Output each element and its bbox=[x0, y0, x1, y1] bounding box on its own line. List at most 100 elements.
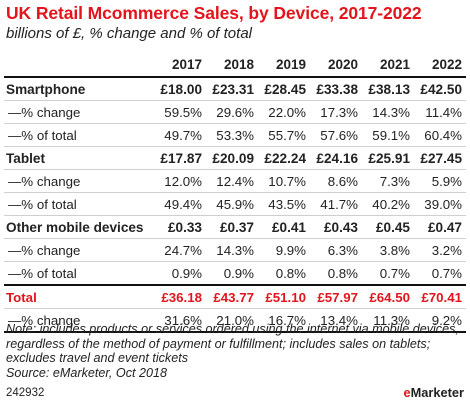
table-cell: £0.37 bbox=[206, 215, 258, 239]
table-cell: £33.38 bbox=[310, 77, 362, 101]
table-cell: £28.45 bbox=[258, 77, 310, 101]
row-label: —% change bbox=[4, 308, 154, 333]
table-cell: 12.4% bbox=[206, 169, 258, 193]
table-row: —% of total 49.4% 45.9% 43.5% 41.7% 40.2% 39.0… bbox=[4, 192, 466, 216]
column-header-2017: 2017 bbox=[154, 53, 206, 78]
table-cell: £20.09 bbox=[206, 146, 258, 170]
table-cell: 57.6% bbox=[310, 123, 362, 147]
table-cell: 49.4% bbox=[154, 192, 206, 216]
table-body: Smartphone £18.00 £23.31 £28.45 £33.38 £38.13… bbox=[4, 77, 466, 333]
chart-subtitle: billions of £, % change and % of total bbox=[6, 25, 252, 42]
table-cell: 10.7% bbox=[258, 169, 310, 193]
table-cell: £0.45 bbox=[362, 215, 414, 239]
chart-source: Source: eMarketer, Oct 2018 bbox=[6, 366, 168, 380]
table-cell: 8.6% bbox=[310, 169, 362, 193]
table-row: —% of total 0.9% 0.9% 0.8% 0.8% 0.7% 0.7% bbox=[4, 261, 466, 286]
table-cell: £36.18 bbox=[154, 284, 206, 309]
table-cell: 16.7% bbox=[258, 308, 310, 333]
column-header-2021: 2021 bbox=[362, 53, 414, 78]
column-header-2018: 2018 bbox=[206, 53, 258, 78]
logo-e: e bbox=[403, 385, 411, 400]
table-cell: 53.3% bbox=[206, 123, 258, 147]
table-cell: 45.9% bbox=[206, 192, 258, 216]
table-row: —% change 12.0% 12.4% 10.7% 8.6% 7.3% 5.9% bbox=[4, 169, 466, 193]
table-cell: 41.7% bbox=[310, 192, 362, 216]
row-label: —% of total bbox=[4, 192, 154, 216]
table-header-row: 2017 2018 2019 2020 2021 2022 bbox=[4, 53, 466, 78]
row-label: Tablet bbox=[4, 146, 154, 170]
data-table: 2017 2018 2019 2020 2021 2022 Smartphone £18.0… bbox=[4, 53, 466, 333]
table-cell: 0.7% bbox=[414, 261, 466, 286]
table-row: Tablet £17.87 £20.09 £22.24 £24.16 £25.91 £27.… bbox=[4, 146, 466, 170]
table-row: Other mobile devices £0.33 £0.37 £0.41 £0.43… bbox=[4, 215, 466, 239]
table-row: Smartphone £18.00 £23.31 £28.45 £33.38 £38.13… bbox=[4, 77, 466, 101]
row-label: —% of total bbox=[4, 261, 154, 286]
table-cell: 17.3% bbox=[310, 100, 362, 124]
table-row: —% change 59.5% 29.6% 22.0% 17.3% 14.3% 11.4% bbox=[4, 100, 466, 124]
row-label: Smartphone bbox=[4, 77, 154, 101]
logo-rest: Marketer bbox=[410, 385, 464, 400]
table-cell: £0.33 bbox=[154, 215, 206, 239]
row-label: Other mobile devices bbox=[4, 215, 154, 239]
table-cell: £0.41 bbox=[258, 215, 310, 239]
table-cell: 11.3% bbox=[362, 308, 414, 333]
table-cell: £22.24 bbox=[258, 146, 310, 170]
row-label: —% change bbox=[4, 100, 154, 124]
table-cell: £70.41 bbox=[414, 284, 466, 309]
row-label: —% change bbox=[4, 238, 154, 262]
table-row: —% change 31.6% 21.0% 16.7% 13.4% 11.3% 9.2% bbox=[4, 308, 466, 333]
table-cell: £17.87 bbox=[154, 146, 206, 170]
table-cell: £0.47 bbox=[414, 215, 466, 239]
table-cell: 21.0% bbox=[206, 308, 258, 333]
header-corner bbox=[4, 53, 154, 78]
row-label: —% change bbox=[4, 169, 154, 193]
column-header-2020: 2020 bbox=[310, 53, 362, 78]
table-cell: 9.2% bbox=[414, 308, 466, 333]
column-header-2022: 2022 bbox=[414, 53, 466, 78]
table-cell: 39.0% bbox=[414, 192, 466, 216]
table-cell: 3.2% bbox=[414, 238, 466, 262]
table-cell: £57.97 bbox=[310, 284, 362, 309]
table-cell: 24.7% bbox=[154, 238, 206, 262]
table-row: Total £36.18 £43.77 £51.10 £57.97 £64.50 £70.4… bbox=[4, 284, 466, 309]
table-cell: 0.9% bbox=[154, 261, 206, 286]
table-cell: 12.0% bbox=[154, 169, 206, 193]
table-cell: £64.50 bbox=[362, 284, 414, 309]
table-cell: 31.6% bbox=[154, 308, 206, 333]
table-row: —% change 24.7% 14.3% 9.9% 6.3% 3.8% 3.2% bbox=[4, 238, 466, 262]
chart-title: UK Retail Mcommerce Sales, by Device, 20… bbox=[6, 3, 422, 23]
table-cell: 0.7% bbox=[362, 261, 414, 286]
table-cell: 59.5% bbox=[154, 100, 206, 124]
table-cell: £42.50 bbox=[414, 77, 466, 101]
table-cell: £18.00 bbox=[154, 77, 206, 101]
table-cell: £23.31 bbox=[206, 77, 258, 101]
table-cell: 5.9% bbox=[414, 169, 466, 193]
table-cell: 6.3% bbox=[310, 238, 362, 262]
table-cell: 55.7% bbox=[258, 123, 310, 147]
table-cell: 13.4% bbox=[310, 308, 362, 333]
table-cell: £24.16 bbox=[310, 146, 362, 170]
row-label: Total bbox=[4, 284, 154, 309]
column-header-2019: 2019 bbox=[258, 53, 310, 78]
table-cell: 14.3% bbox=[206, 238, 258, 262]
table-cell: 0.8% bbox=[310, 261, 362, 286]
table-cell: 60.4% bbox=[414, 123, 466, 147]
table-cell: 9.9% bbox=[258, 238, 310, 262]
table-cell: £38.13 bbox=[362, 77, 414, 101]
table-cell: 3.8% bbox=[362, 238, 414, 262]
table-row: —% of total 49.7% 53.3% 55.7% 57.6% 59.1% 60.4… bbox=[4, 123, 466, 147]
chart-id: 242932 bbox=[6, 387, 45, 399]
table-cell: 14.3% bbox=[362, 100, 414, 124]
table-cell: 29.6% bbox=[206, 100, 258, 124]
table-cell: 7.3% bbox=[362, 169, 414, 193]
table-cell: £43.77 bbox=[206, 284, 258, 309]
emarketer-logo: eMarketer bbox=[404, 385, 464, 400]
row-label: —% of total bbox=[4, 123, 154, 147]
table-cell: 11.4% bbox=[414, 100, 466, 124]
table-cell: 59.1% bbox=[362, 123, 414, 147]
chart-note: Note: includes products or services orde… bbox=[6, 322, 459, 366]
table-cell: 40.2% bbox=[362, 192, 414, 216]
table-cell: 49.7% bbox=[154, 123, 206, 147]
table-cell: 22.0% bbox=[258, 100, 310, 124]
table-cell: 0.9% bbox=[206, 261, 258, 286]
